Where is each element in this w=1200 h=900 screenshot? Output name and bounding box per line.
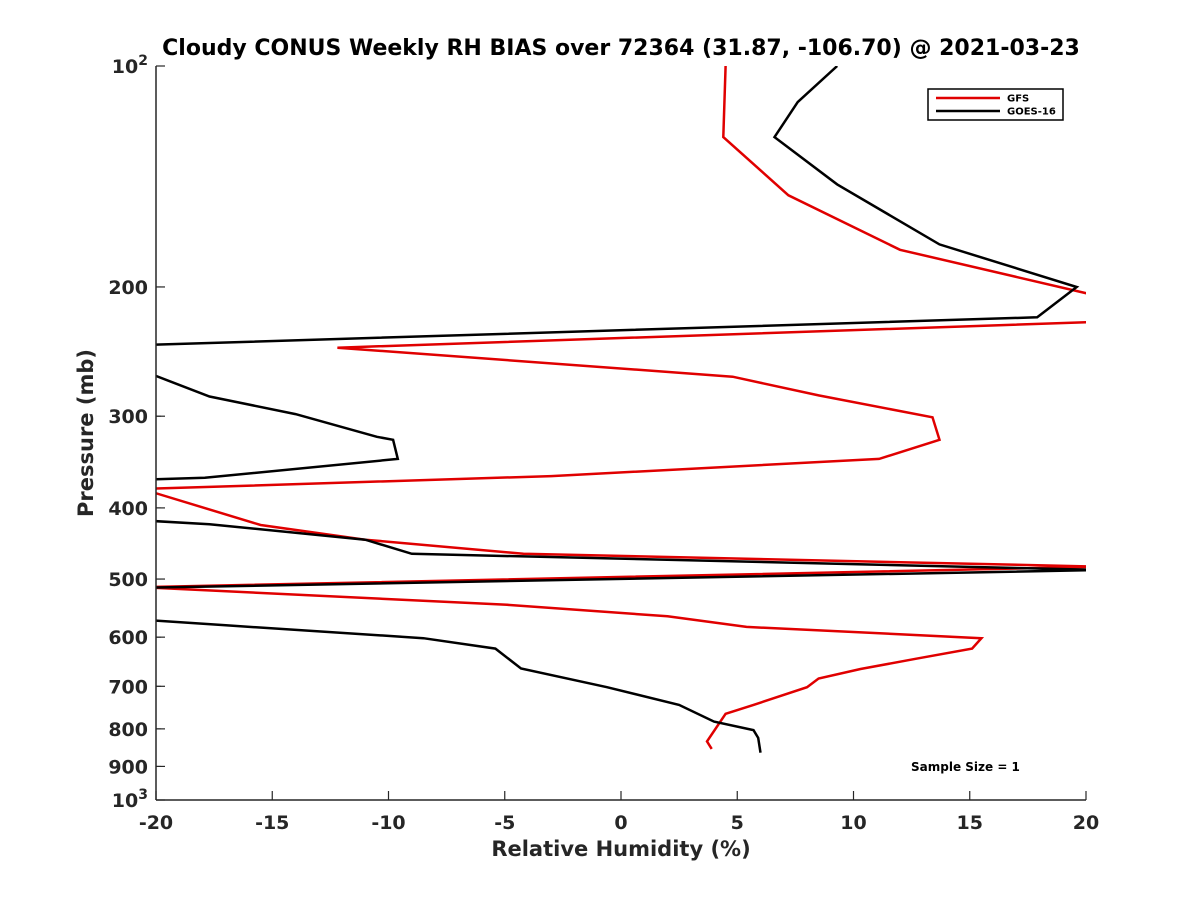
- x-tick-label: 15: [957, 812, 983, 834]
- y-tick-label: 200: [108, 277, 148, 299]
- y-tick-label: 400: [108, 498, 148, 520]
- chart-title: Cloudy CONUS Weekly RH BIAS over 72364 (…: [162, 36, 1080, 61]
- series-line-gfs: [156, 66, 1086, 750]
- legend-label-gfs: GFS: [1007, 94, 1029, 105]
- x-axis-label: Relative Humidity (%): [491, 837, 750, 861]
- y-tick-label: 300: [108, 406, 148, 428]
- legend: GFS GOES-16: [927, 88, 1064, 121]
- x-tick-label: 10: [840, 812, 866, 834]
- y-axis-label: Pressure (mb): [74, 349, 98, 517]
- y-tick-exponent: 2: [138, 53, 148, 69]
- x-tick-label: -10: [371, 812, 405, 834]
- series-line-goes-16: [156, 66, 1086, 753]
- y-tick-label: 900: [108, 756, 148, 778]
- y-tick-label: 500: [108, 569, 148, 591]
- x-tick-label: 0: [614, 812, 627, 834]
- y-tick-exponent: 3: [138, 787, 148, 803]
- legend-label-goes-16: GOES-16: [1007, 107, 1056, 118]
- y-tick-label: 102: [112, 53, 148, 78]
- legend-box: [927, 88, 1064, 121]
- y-tick-label: 103: [112, 787, 148, 812]
- x-tick-label: 5: [731, 812, 744, 834]
- x-tick-label: -15: [255, 812, 289, 834]
- plot-area: [156, 66, 1086, 800]
- y-tick-label: 800: [108, 719, 148, 741]
- x-tick-label: -5: [494, 812, 515, 834]
- series-layer: [156, 66, 1086, 753]
- y-tick-label: 700: [108, 676, 148, 698]
- sample-size-annotation: Sample Size = 1: [911, 760, 1020, 774]
- x-tick-label: 20: [1073, 812, 1099, 834]
- axes-layer: -20 -15 -10 -5 0 5 10 15 20 102 200 300 400 500 600 700…: [108, 53, 1099, 834]
- y-tick-label: 600: [108, 627, 148, 649]
- x-tick-label: -20: [139, 812, 173, 834]
